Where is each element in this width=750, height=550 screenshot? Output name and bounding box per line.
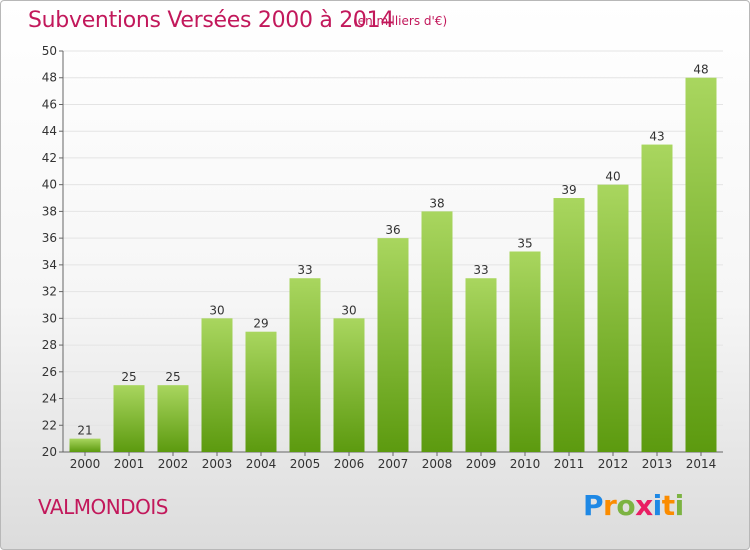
y-tick-label: 34	[42, 258, 57, 272]
x-tick-label: 2012	[598, 457, 629, 471]
y-tick-label: 48	[42, 71, 57, 85]
axes: 20 22 24 26 28 30 32 34 36 38 40 42 44 46 48 50 2000 2001…	[42, 44, 723, 471]
data-label: 21	[77, 424, 92, 438]
bar	[509, 251, 541, 452]
data-label: 35	[517, 237, 532, 251]
y-tick-label: 32	[42, 285, 57, 299]
data-label: 48	[693, 63, 708, 77]
bar	[289, 278, 321, 452]
y-tick-label: 44	[42, 124, 57, 138]
labels: 21 25 25 30 29 33 30 36 38 33 35 39 40 43 48	[77, 63, 708, 438]
data-label: 38	[429, 196, 444, 210]
data-label: 39	[561, 183, 576, 197]
y-tick-label: 20	[42, 445, 57, 459]
logo-letter: x	[635, 489, 653, 522]
data-label: 36	[385, 223, 400, 237]
logo-letter: P	[583, 489, 604, 522]
bar	[201, 318, 233, 452]
data-label: 33	[473, 263, 488, 277]
y-tick-label: 26	[42, 365, 57, 379]
y-tick-label: 22	[42, 418, 57, 432]
x-tick-label: 2002	[158, 457, 189, 471]
data-label: 25	[121, 370, 136, 384]
bars	[69, 77, 717, 453]
bar	[69, 438, 101, 452]
bar	[333, 318, 365, 452]
x-tick-label: 2001	[114, 457, 145, 471]
y-tick-label: 40	[42, 178, 57, 192]
x-tick-label: 2008	[422, 457, 453, 471]
bar	[377, 238, 409, 452]
data-label: 29	[253, 317, 268, 331]
x-tick-label: 2014	[686, 457, 717, 471]
chart-unit: (en milliers d'€)	[353, 14, 448, 28]
logo-letter: i	[674, 489, 685, 522]
chart-title: Subventions Versées 2000 à 2014	[28, 8, 395, 33]
bar	[685, 77, 717, 452]
y-tick-label: 36	[42, 231, 57, 245]
data-label: 40	[605, 170, 620, 184]
bar	[597, 184, 629, 452]
logo-letter: i	[652, 489, 663, 522]
data-label: 43	[649, 130, 664, 144]
proxiti-logo: Proxiti	[583, 489, 684, 522]
logo-letter: o	[616, 489, 636, 522]
y-tick-label: 42	[42, 151, 57, 165]
bar	[641, 144, 673, 453]
bar	[421, 211, 453, 452]
bar	[113, 385, 145, 452]
data-label: 30	[209, 303, 224, 317]
x-tick-label: 2003	[202, 457, 233, 471]
logo-letter: r	[603, 489, 617, 522]
y-tick-label: 50	[42, 44, 57, 58]
bar	[553, 198, 585, 452]
y-tick-label: 30	[42, 311, 57, 325]
y-tick-label: 24	[42, 392, 57, 406]
logo-letter: t	[661, 489, 675, 522]
commune-name: VALMONDOIS	[38, 495, 168, 519]
y-tick-label: 46	[42, 97, 57, 111]
x-tick-label: 2006	[334, 457, 365, 471]
x-tick-label: 2007	[378, 457, 409, 471]
x-tick-label: 2013	[642, 457, 673, 471]
bar	[245, 331, 277, 452]
x-tick-label: 2010	[510, 457, 541, 471]
bar	[465, 278, 497, 452]
data-label: 25	[165, 370, 180, 384]
x-tick-label: 2009	[466, 457, 497, 471]
y-tick-label: 38	[42, 204, 57, 218]
bar	[157, 385, 189, 452]
data-label: 30	[341, 303, 356, 317]
x-tick-label: 2011	[554, 457, 585, 471]
data-label: 33	[297, 263, 312, 277]
y-tick-label: 28	[42, 338, 57, 352]
x-tick-label: 2000	[70, 457, 101, 471]
x-tick-label: 2005	[290, 457, 321, 471]
x-tick-label: 2004	[246, 457, 277, 471]
